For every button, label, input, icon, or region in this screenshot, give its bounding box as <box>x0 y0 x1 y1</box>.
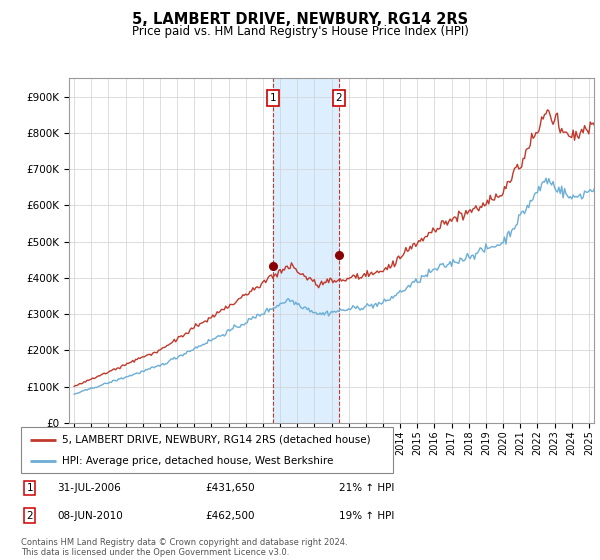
Text: Contains HM Land Registry data © Crown copyright and database right 2024.
This d: Contains HM Land Registry data © Crown c… <box>21 538 347 557</box>
Text: 31-JUL-2006: 31-JUL-2006 <box>57 483 121 493</box>
Text: £431,650: £431,650 <box>205 483 255 493</box>
Text: 2: 2 <box>336 94 343 104</box>
Text: £462,500: £462,500 <box>205 511 254 521</box>
Text: 5, LAMBERT DRIVE, NEWBURY, RG14 2RS (detached house): 5, LAMBERT DRIVE, NEWBURY, RG14 2RS (det… <box>62 435 371 445</box>
Text: 1: 1 <box>26 483 33 493</box>
Text: 08-JUN-2010: 08-JUN-2010 <box>57 511 123 521</box>
Text: Price paid vs. HM Land Registry's House Price Index (HPI): Price paid vs. HM Land Registry's House … <box>131 25 469 38</box>
Text: 19% ↑ HPI: 19% ↑ HPI <box>339 511 394 521</box>
Text: HPI: Average price, detached house, West Berkshire: HPI: Average price, detached house, West… <box>62 456 333 466</box>
Text: 5, LAMBERT DRIVE, NEWBURY, RG14 2RS: 5, LAMBERT DRIVE, NEWBURY, RG14 2RS <box>132 12 468 27</box>
Text: 21% ↑ HPI: 21% ↑ HPI <box>339 483 394 493</box>
Text: 2: 2 <box>26 511 33 521</box>
Bar <box>273 78 339 423</box>
FancyBboxPatch shape <box>21 427 393 473</box>
Text: 1: 1 <box>269 94 276 104</box>
